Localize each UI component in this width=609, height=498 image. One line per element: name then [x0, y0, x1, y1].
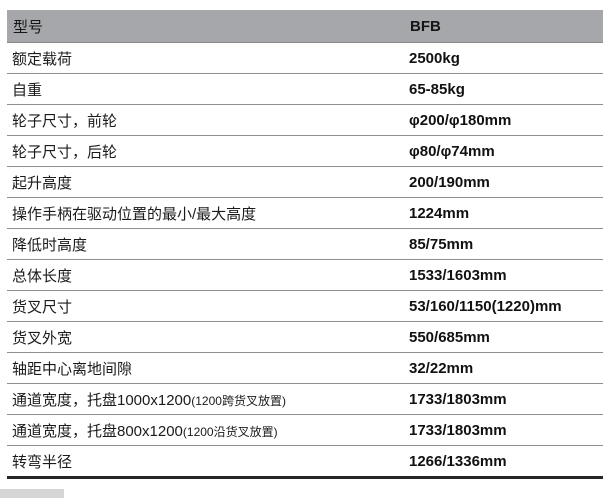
spec-label-text: 总体长度 [12, 267, 73, 285]
spec-label-text: 通道宽度，托盘800x1200 [12, 422, 183, 440]
spec-label: 通道宽度，托盘800x1200(1200沿货叉放置) [7, 420, 409, 441]
spec-label-text: 货叉尺寸 [12, 298, 73, 316]
spec-label: 转弯半径 [7, 451, 409, 472]
spec-value: φ200/φ180mm [409, 111, 512, 129]
spec-label: 总体长度 [7, 265, 409, 286]
header-value: BFB [410, 17, 441, 35]
table-row: 操作手柄在驱动位置的最小/最大高度 1224mm [7, 198, 603, 229]
spec-label-text: 轮子尺寸，后轮 [12, 143, 118, 161]
spec-value: φ80/φ74mm [409, 142, 495, 160]
spec-label-text: 转弯半径 [12, 453, 73, 471]
table-row: 轴距中心离地间隙 32/22mm [7, 353, 603, 384]
table-row: 额定载荷 2500kg [7, 43, 603, 74]
spec-value: 1266/1336mm [409, 452, 507, 470]
table-header-row: 型号 BFB [7, 10, 603, 43]
spec-value: 1733/1803mm [409, 421, 507, 439]
spec-label: 轮子尺寸，前轮 [7, 110, 409, 131]
spec-label: 操作手柄在驱动位置的最小/最大高度 [7, 203, 409, 224]
table-row: 自重 65-85kg [7, 74, 603, 105]
table-row: 轮子尺寸，前轮 φ200/φ180mm [7, 105, 603, 136]
table-row: 起升高度 200/190mm [7, 167, 603, 198]
spec-label-text: 起升高度 [12, 174, 73, 192]
spec-value: 550/685mm [409, 328, 490, 346]
spec-label: 自重 [7, 79, 409, 100]
spec-value: 1733/1803mm [409, 390, 507, 408]
spec-label-text: 轴距中心离地间隙 [12, 360, 133, 378]
table-row: 货叉外宽 550/685mm [7, 322, 603, 353]
spec-label-text: 自重 [12, 81, 43, 99]
spec-label: 通道宽度，托盘1000x1200(1200跨货叉放置) [7, 389, 409, 410]
spec-value: 2500kg [409, 49, 460, 67]
table-row: 转弯半径 1266/1336mm [7, 446, 603, 476]
spec-label-text: 货叉外宽 [12, 329, 73, 347]
spec-label-text: 降低时高度 [12, 236, 88, 254]
spec-value: 200/190mm [409, 173, 490, 191]
header-label: 型号 [13, 18, 44, 36]
table-row: 通道宽度，托盘800x1200(1200沿货叉放置) 1733/1803mm [7, 415, 603, 446]
spec-label-text: 额定载荷 [12, 50, 73, 68]
spec-label: 轮子尺寸，后轮 [7, 141, 409, 162]
spec-label-text: 轮子尺寸，前轮 [12, 112, 118, 130]
table-row: 通道宽度，托盘1000x1200(1200跨货叉放置) 1733/1803mm [7, 384, 603, 415]
spec-label: 降低时高度 [7, 234, 409, 255]
spec-value: 1533/1603mm [409, 266, 507, 284]
spec-label-text: 通道宽度，托盘1000x1200 [12, 391, 192, 409]
spec-label: 货叉尺寸 [7, 296, 409, 317]
table-row: 货叉尺寸 53/160/1150(1220)mm [7, 291, 603, 322]
spec-label: 起升高度 [7, 172, 409, 193]
table-row: 降低时高度 85/75mm [7, 229, 603, 260]
spec-value: 32/22mm [409, 359, 474, 377]
spec-label-text: 操作手柄在驱动位置的最小/最大高度 [12, 205, 257, 223]
spec-label-note: (1200跨货叉放置) [191, 393, 286, 408]
spec-value: 53/160/1150(1220)mm [409, 297, 562, 315]
spec-table: 型号 BFB 额定载荷 2500kg 自重 65-85kg 轮子尺寸，前轮 φ2… [7, 10, 603, 479]
table-row: 总体长度 1533/1603mm [7, 260, 603, 291]
spec-label: 额定载荷 [7, 48, 409, 69]
spec-label: 轴距中心离地间隙 [7, 358, 409, 379]
cropped-bottom-left-artifact [0, 489, 64, 498]
spec-value: 65-85kg [409, 80, 465, 98]
spec-label-note: (1200沿货叉放置) [182, 424, 278, 439]
table-row: 轮子尺寸，后轮 φ80/φ74mm [7, 136, 603, 167]
spec-value: 1224mm [409, 204, 470, 222]
spec-value: 85/75mm [409, 235, 474, 253]
spec-label: 货叉外宽 [7, 327, 409, 348]
